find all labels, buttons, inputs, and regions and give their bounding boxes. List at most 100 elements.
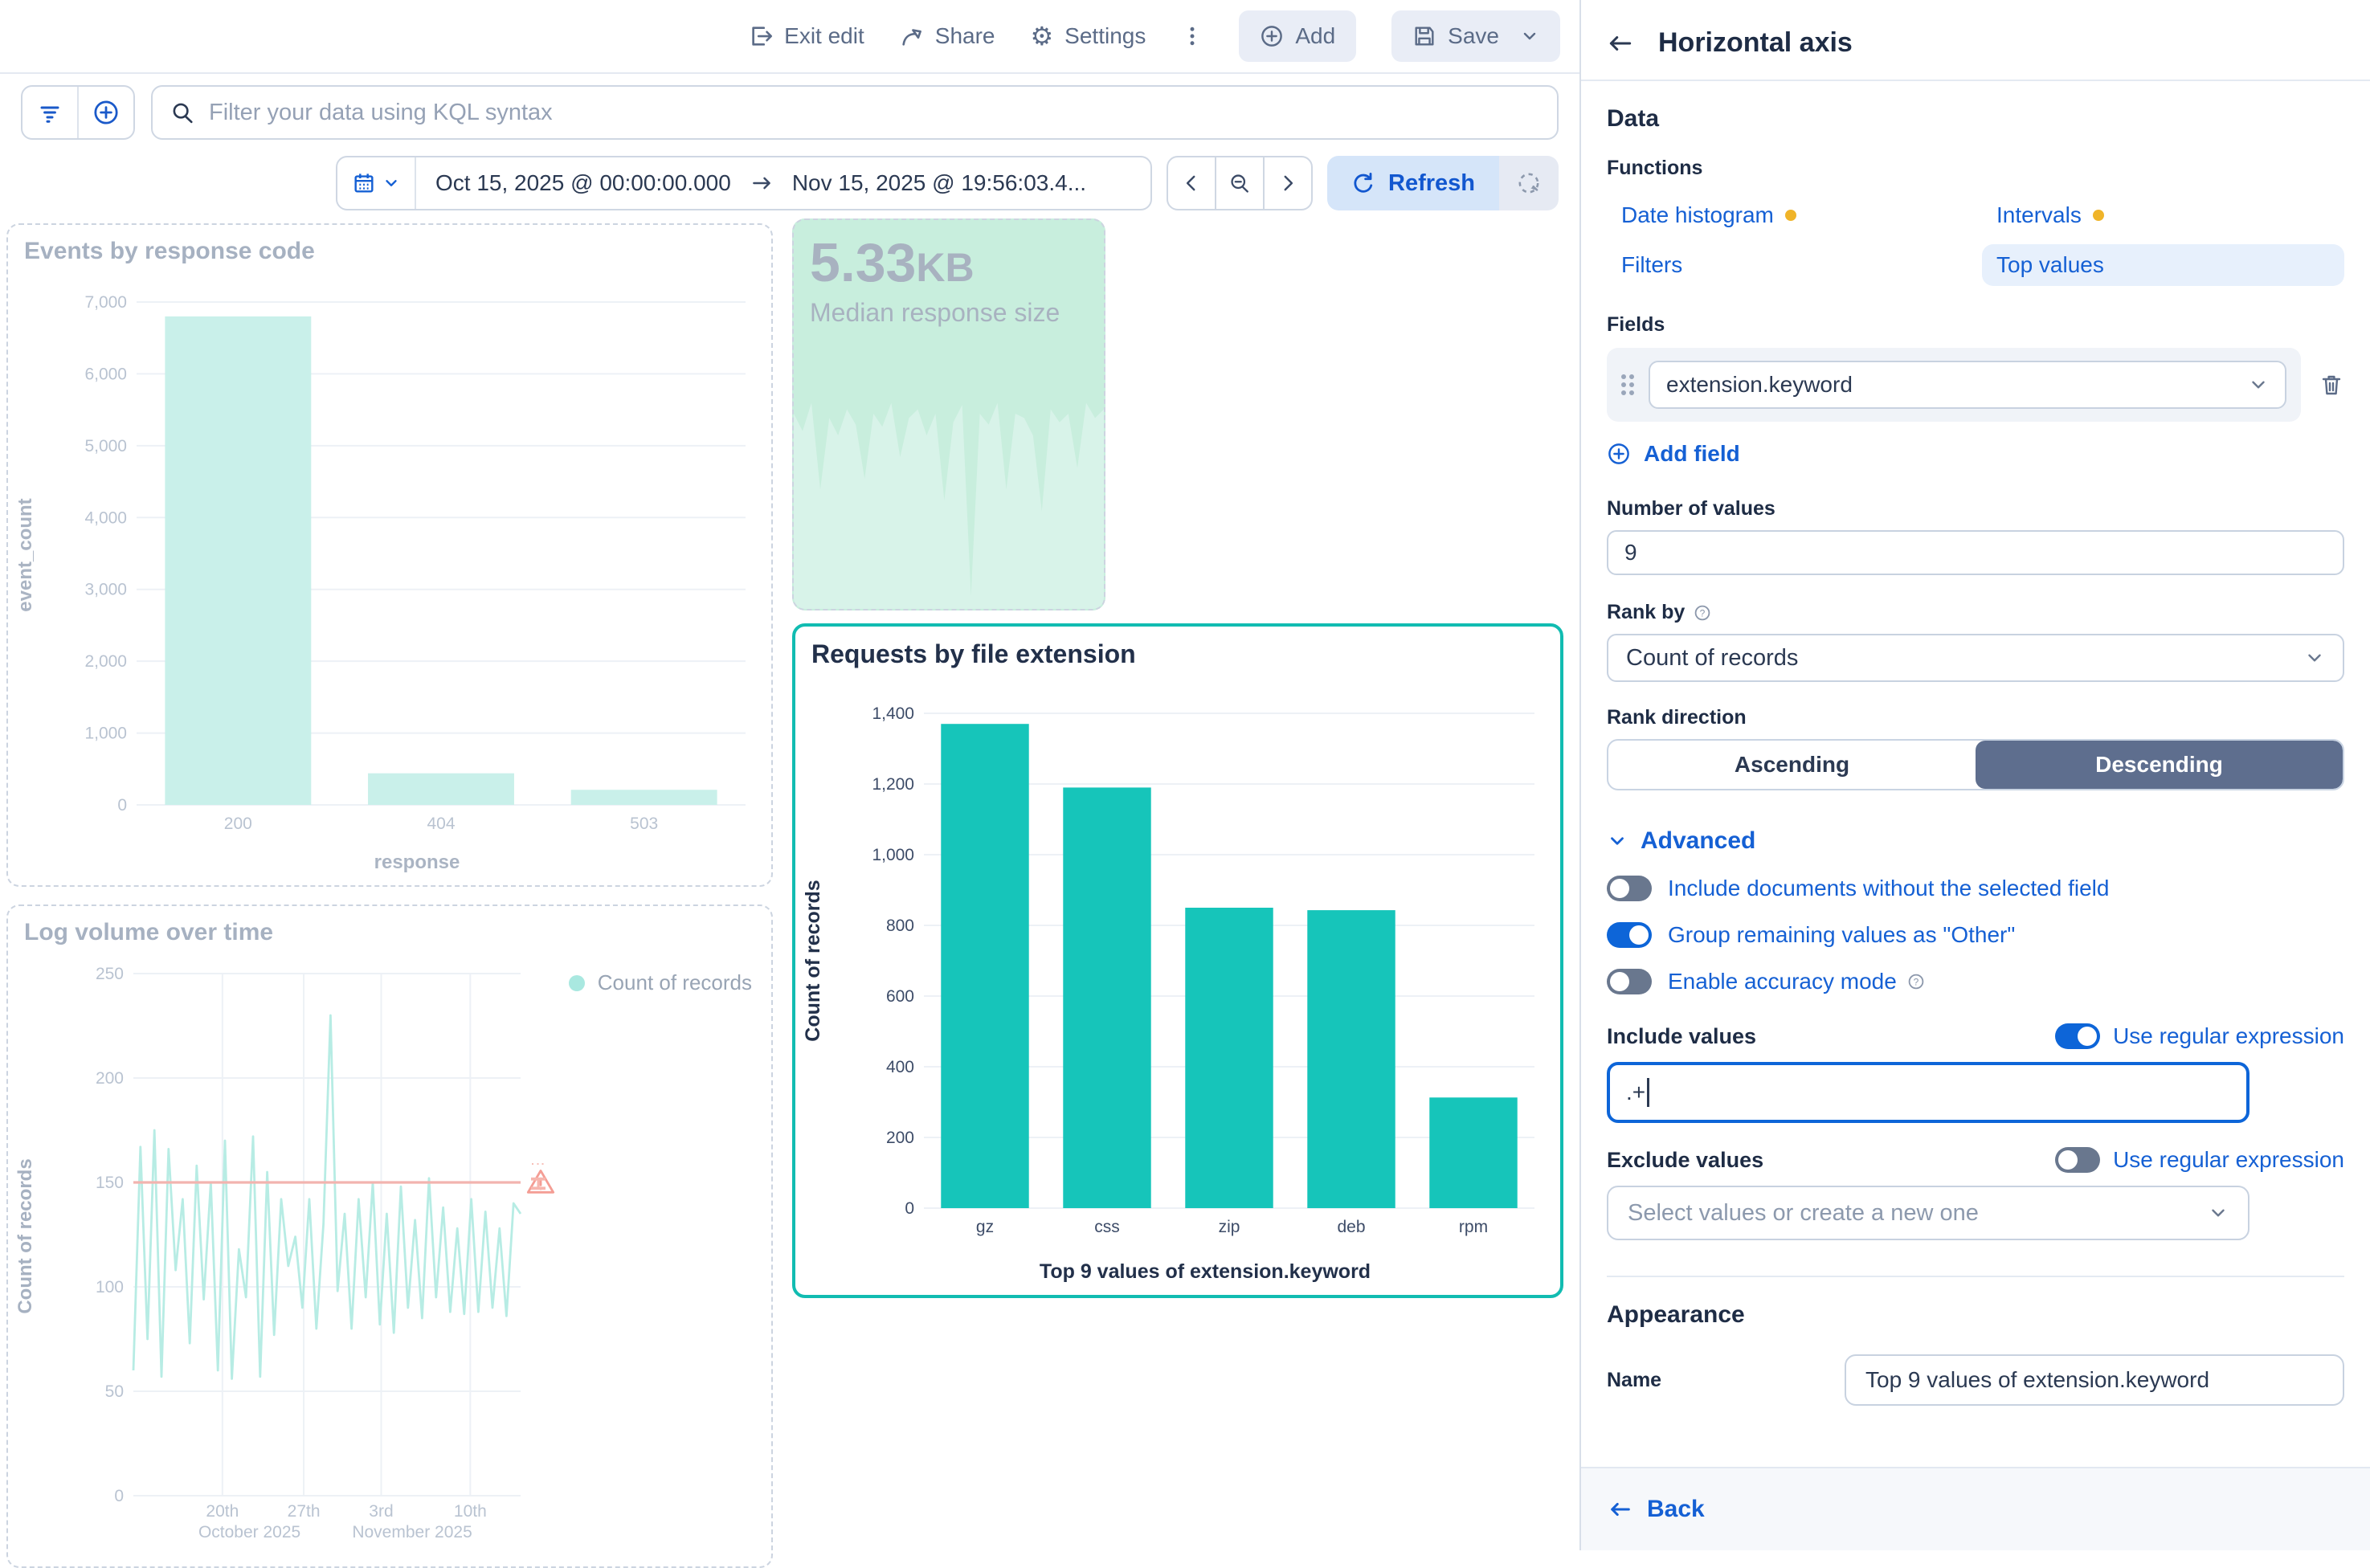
bar[interactable]: [941, 724, 1029, 1208]
kql-search-input[interactable]: [209, 99, 1539, 126]
panel-requests-by-file-extension[interactable]: Requests by file extension Count of reco…: [792, 623, 1563, 1298]
include-values-input[interactable]: .+: [1607, 1062, 2249, 1123]
toggle-switch[interactable]: [1607, 922, 1652, 948]
rank-direction-ascending[interactable]: Ascending: [1734, 752, 1850, 777]
refresh-button[interactable]: Refresh: [1327, 156, 1499, 210]
add-button[interactable]: Add: [1239, 10, 1357, 62]
field-select[interactable]: extension.keyword: [1649, 361, 2286, 409]
help-icon[interactable]: ?: [1906, 972, 1926, 991]
drag-handle[interactable]: [1621, 374, 1634, 395]
add-filter-button[interactable]: [79, 87, 133, 138]
calendar-icon: [352, 171, 376, 195]
chevron-down-icon: [2208, 1203, 2229, 1223]
settings-label: Settings: [1064, 23, 1146, 48]
text-caret: [1647, 1078, 1650, 1107]
rank-direction-descending[interactable]: Descending: [1976, 741, 2343, 789]
incompatible-dot-icon: [2092, 210, 2104, 221]
time-picker-row: Oct 15, 2025 @ 00:00:00.000 Nov 15, 2025…: [0, 148, 1579, 223]
divider: [415, 157, 416, 209]
help-icon[interactable]: ?: [1693, 603, 1712, 623]
include-values-text: .+: [1626, 1080, 1646, 1105]
sparkline-svg: [794, 402, 1104, 609]
panel-events-by-response-code[interactable]: Events by response code event_count 0 1,0…: [6, 223, 773, 887]
settings-button[interactable]: ⚙ Settings: [1030, 21, 1146, 51]
calendar-menu-button[interactable]: [337, 171, 415, 195]
exit-edit-button[interactable]: Exit edit: [749, 23, 864, 49]
flyout-footer: Back: [1581, 1467, 2370, 1550]
incompatible-dot-icon: [1784, 210, 1796, 221]
x-tick: zip: [1219, 1218, 1240, 1236]
x-tick: 27th: [288, 1502, 321, 1521]
function-intervals[interactable]: Intervals: [1982, 194, 2344, 236]
gear-icon: ⚙: [1030, 22, 1054, 51]
save-button[interactable]: Save: [1391, 10, 1560, 62]
exclude-regex-toggle[interactable]: [2055, 1147, 2101, 1173]
bar[interactable]: [368, 773, 514, 805]
panel-median-response-size[interactable]: 5.33KB Median response size: [792, 218, 1105, 610]
date-range-picker: Oct 15, 2025 @ 00:00:00.000 Nov 15, 2025…: [336, 156, 1152, 210]
toggle-label[interactable]: Include documents without the selected f…: [1668, 876, 2110, 900]
field-select-value: extension.keyword: [1666, 372, 1853, 397]
exclude-values-select[interactable]: Select values or create a new one: [1607, 1186, 2249, 1240]
y-tick: 50: [105, 1382, 124, 1401]
time-next-button[interactable]: [1263, 156, 1313, 210]
bar[interactable]: [570, 790, 717, 805]
x-tick: 3rd: [369, 1502, 393, 1521]
plus-circle-icon: [92, 99, 120, 126]
bar-chart-svg: 0 200 400 600 800 1,000 1,200 1,400 gz css zip deb r…: [872, 704, 1534, 1236]
share-button[interactable]: Share: [900, 23, 995, 49]
function-date-histogram[interactable]: Date histogram: [1607, 194, 1969, 236]
delete-field-button[interactable]: [2319, 372, 2344, 398]
start-date[interactable]: Oct 15, 2025 @ 00:00:00.000: [435, 170, 731, 195]
name-input[interactable]: [1845, 1354, 2344, 1406]
name-row: Name: [1607, 1354, 2344, 1406]
bar[interactable]: [1307, 910, 1395, 1208]
number-of-values-input[interactable]: [1607, 530, 2344, 575]
back-button[interactable]: Back: [1608, 1496, 1705, 1523]
legend-dot: [568, 974, 585, 991]
toggle-label[interactable]: Group remaining values as "Other": [1668, 922, 2016, 947]
exclude-values-placeholder: Select values or create a new one: [1628, 1199, 1979, 1226]
include-regex-toggle[interactable]: [2055, 1023, 2101, 1049]
exclude-regex-control: Use regular expression: [2055, 1147, 2344, 1173]
chart-legend[interactable]: Count of records: [568, 970, 752, 995]
vertical-dots-icon[interactable]: [1181, 24, 1203, 48]
zoom-out-icon[interactable]: [1215, 156, 1265, 210]
toggle-switch[interactable]: [1607, 876, 1652, 901]
query-bar: [0, 74, 1579, 148]
exclude-regex-label[interactable]: Use regular expression: [2113, 1147, 2344, 1172]
x-tick: css: [1094, 1218, 1120, 1236]
advanced-accordion[interactable]: Advanced: [1607, 827, 2344, 855]
toggle-label-text: Enable accuracy mode: [1668, 969, 1897, 994]
time-prev-button[interactable]: [1167, 156, 1216, 210]
x-axis-title: Top 9 values of extension.keyword: [1039, 1260, 1371, 1283]
toggle-label[interactable]: Enable accuracy mode ?: [1668, 969, 1926, 994]
panel-log-volume-over-time[interactable]: Log volume over time Count of records Co…: [6, 904, 773, 1568]
filter-menu-button[interactable]: [22, 87, 77, 138]
kql-search-box: [151, 85, 1559, 140]
x-tick: 503: [630, 815, 658, 833]
back-arrow-icon[interactable]: [1607, 30, 1634, 57]
auto-refresh-paused-icon[interactable]: [1499, 156, 1559, 210]
rank-by-select[interactable]: Count of records: [1607, 634, 2344, 682]
include-regex-control: Use regular expression: [2055, 1023, 2344, 1049]
plus-circle-icon: [1607, 442, 1631, 466]
y-tick: 1,000: [84, 725, 127, 743]
chevron-down-icon: [1607, 831, 1628, 851]
bar[interactable]: [1185, 908, 1273, 1208]
include-regex-label[interactable]: Use regular expression: [2113, 1023, 2344, 1048]
bar[interactable]: [1063, 787, 1151, 1208]
plus-circle-icon: [1260, 24, 1284, 48]
add-field-label: Add field: [1644, 441, 1740, 466]
y-tick: 0: [114, 1487, 124, 1505]
y-tick: 0: [905, 1199, 914, 1218]
add-field-button[interactable]: Add field: [1607, 441, 2344, 467]
toggle-switch[interactable]: [1607, 969, 1652, 994]
bar[interactable]: [1429, 1097, 1518, 1208]
threshold-alert-marker[interactable]: ⋮ H: [525, 1157, 555, 1196]
bar[interactable]: [165, 316, 312, 805]
function-top-values[interactable]: Top values: [1982, 244, 2344, 286]
end-date[interactable]: Nov 15, 2025 @ 19:56:03.4...: [791, 170, 1087, 195]
function-filters[interactable]: Filters: [1607, 244, 1969, 286]
